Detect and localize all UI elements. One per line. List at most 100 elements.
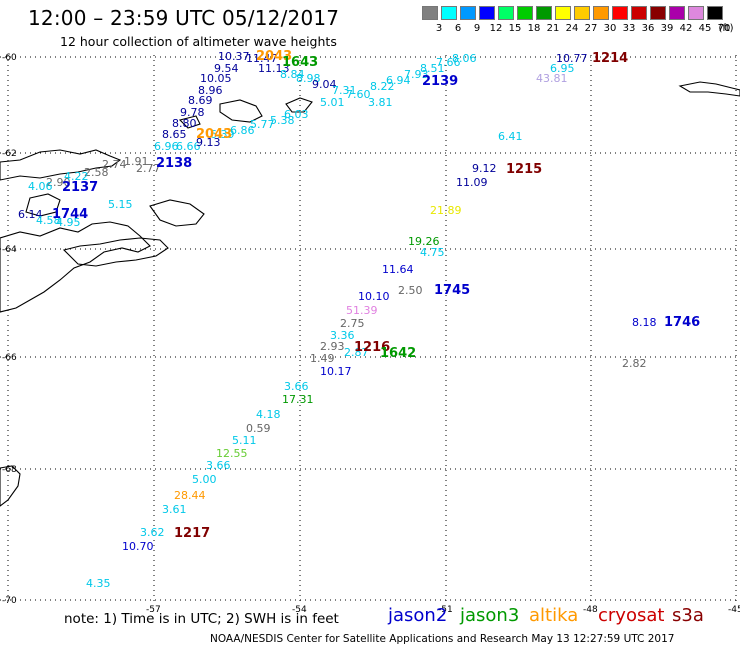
longitude-label: -57 [146, 605, 161, 615]
wave-height-value: 2.77 [136, 162, 161, 175]
wave-height-value: 4.35 [86, 577, 111, 590]
wave-height-value: 9.13 [196, 136, 221, 149]
wave-height-value: 8.65 [162, 128, 187, 141]
legend-swatch [707, 6, 723, 20]
wave-height-value: 3.36 [330, 329, 355, 342]
coastline [0, 221, 151, 313]
wave-height-value: 4.95 [56, 216, 81, 229]
satellite-source-label: altika [529, 605, 579, 626]
wave-height-value: 11.64 [382, 263, 414, 276]
wave-height-value: 6.41 [498, 130, 523, 143]
legend-swatch [479, 6, 495, 20]
wave-height-value: 6.96 [154, 140, 179, 153]
wave-height-value: 5.77 [250, 118, 275, 131]
wave-height-value: 8.98 [296, 72, 321, 85]
wave-height-value: 4.75 [420, 246, 445, 259]
wave-height-value: 2.90 [46, 176, 71, 189]
wave-height-value: 17.31 [282, 393, 314, 406]
wave-height-value: 4.22 [64, 170, 89, 183]
longitude-label: -51 [438, 605, 453, 615]
wave-height-value: 6.39 [210, 128, 235, 141]
wave-height-value: 4.58 [36, 214, 61, 227]
units-note: note: 1) Time is in UTC; 2) SWH is in fe… [64, 611, 339, 627]
legend-swatch [422, 6, 438, 20]
wave-height-value: 1.49 [310, 352, 335, 365]
latitude-label: -62 [2, 149, 17, 159]
wave-height-value: 5.15 [108, 198, 133, 211]
page-title: 12:00 – 23:59 UTC 05/12/2017 [28, 6, 340, 30]
wave-height-value: 10.77 [556, 52, 588, 65]
legend-label: 18 [527, 23, 541, 34]
legend-label: 42 [679, 23, 693, 34]
coastline [62, 237, 169, 267]
legend-label: 21 [546, 23, 560, 34]
wave-height-value: 28.44 [174, 489, 206, 502]
pass-time-label: 1217 [174, 526, 210, 541]
pass-time-label: 1216 [354, 340, 390, 355]
legend-swatch [517, 6, 533, 20]
wave-height-value: 10.37 [218, 50, 250, 63]
coastline [0, 149, 122, 181]
wave-height-value: 2.75 [340, 317, 365, 330]
wave-height-value: 6.03 [284, 108, 309, 121]
wave-height-value: 7.60 [346, 88, 371, 101]
wave-height-value: 2.58 [84, 166, 109, 179]
legend-label: 33 [622, 23, 636, 34]
coastline [178, 115, 201, 129]
coastline [0, 465, 21, 507]
wave-height-value: 8.84 [280, 68, 305, 81]
pass-time-label: 1642 [380, 346, 416, 361]
satellite-source-label: jason3 [460, 605, 520, 626]
satellite-source-label: cryosat [598, 605, 665, 626]
longitude-label: -54 [292, 605, 307, 615]
legend-swatch [574, 6, 590, 20]
wave-height-value: 7.31 [332, 84, 357, 97]
wave-height-value: 5.00 [192, 473, 217, 486]
wave-height-value: 7.93 [404, 68, 429, 81]
legend-label: 27 [584, 23, 598, 34]
wave-height-value: 11.47 [246, 52, 278, 65]
latitude-label: -64 [2, 245, 17, 255]
wave-height-value: 11.09 [456, 176, 488, 189]
legend-label: 15 [508, 23, 522, 34]
wave-height-value: 10.05 [200, 72, 232, 85]
wave-height-value: 3.61 [162, 503, 187, 516]
wave-height-value: 8.51 [420, 62, 445, 75]
legend-swatch [669, 6, 685, 20]
legend-label: 39 [660, 23, 674, 34]
legend-label: 3 [435, 23, 443, 34]
wave-height-value: 9.78 [180, 106, 205, 119]
wave-height-value: 3.66 [206, 459, 231, 472]
wave-height-value: 8.80 [172, 117, 197, 130]
latitude-label: -70 [2, 596, 17, 606]
wave-height-value: 3.66 [284, 380, 309, 393]
land-outlines [0, 81, 740, 507]
longitude-label: -45 [728, 605, 740, 615]
legend-swatch [555, 6, 571, 20]
wave-height-value: 6.95 [550, 62, 575, 75]
pass-time-label: 2138 [156, 156, 192, 171]
wave-height-value: 8.22 [370, 80, 395, 93]
legend-swatch [612, 6, 628, 20]
wave-height-value: 2.74 [102, 158, 127, 171]
wave-height-value: 2.50 [398, 284, 423, 297]
wave-height-value: 5.38 [270, 114, 295, 127]
lat-lon-grid [0, 55, 740, 602]
legend-label: 36 [641, 23, 655, 34]
wave-height-value: 2.82 [622, 357, 647, 370]
wave-height-value: 1.91 [124, 155, 149, 168]
wave-height-value: 10.17 [320, 365, 352, 378]
legend-label: 45 [698, 23, 712, 34]
wave-height-value: 9.12 [472, 162, 497, 175]
satellite-source-label: s3a [672, 605, 704, 626]
legend-swatch [650, 6, 666, 20]
coastline [219, 99, 263, 123]
pass-time-label: 2043 [196, 127, 232, 142]
wave-height-value: 6.66 [176, 140, 201, 153]
wave-height-value: 3.62 [140, 526, 165, 539]
latitude-label: -60 [2, 53, 17, 63]
wave-height-value: 21.89 [430, 204, 462, 217]
wave-height-value: 10.10 [358, 290, 390, 303]
legend-swatch [441, 6, 457, 20]
